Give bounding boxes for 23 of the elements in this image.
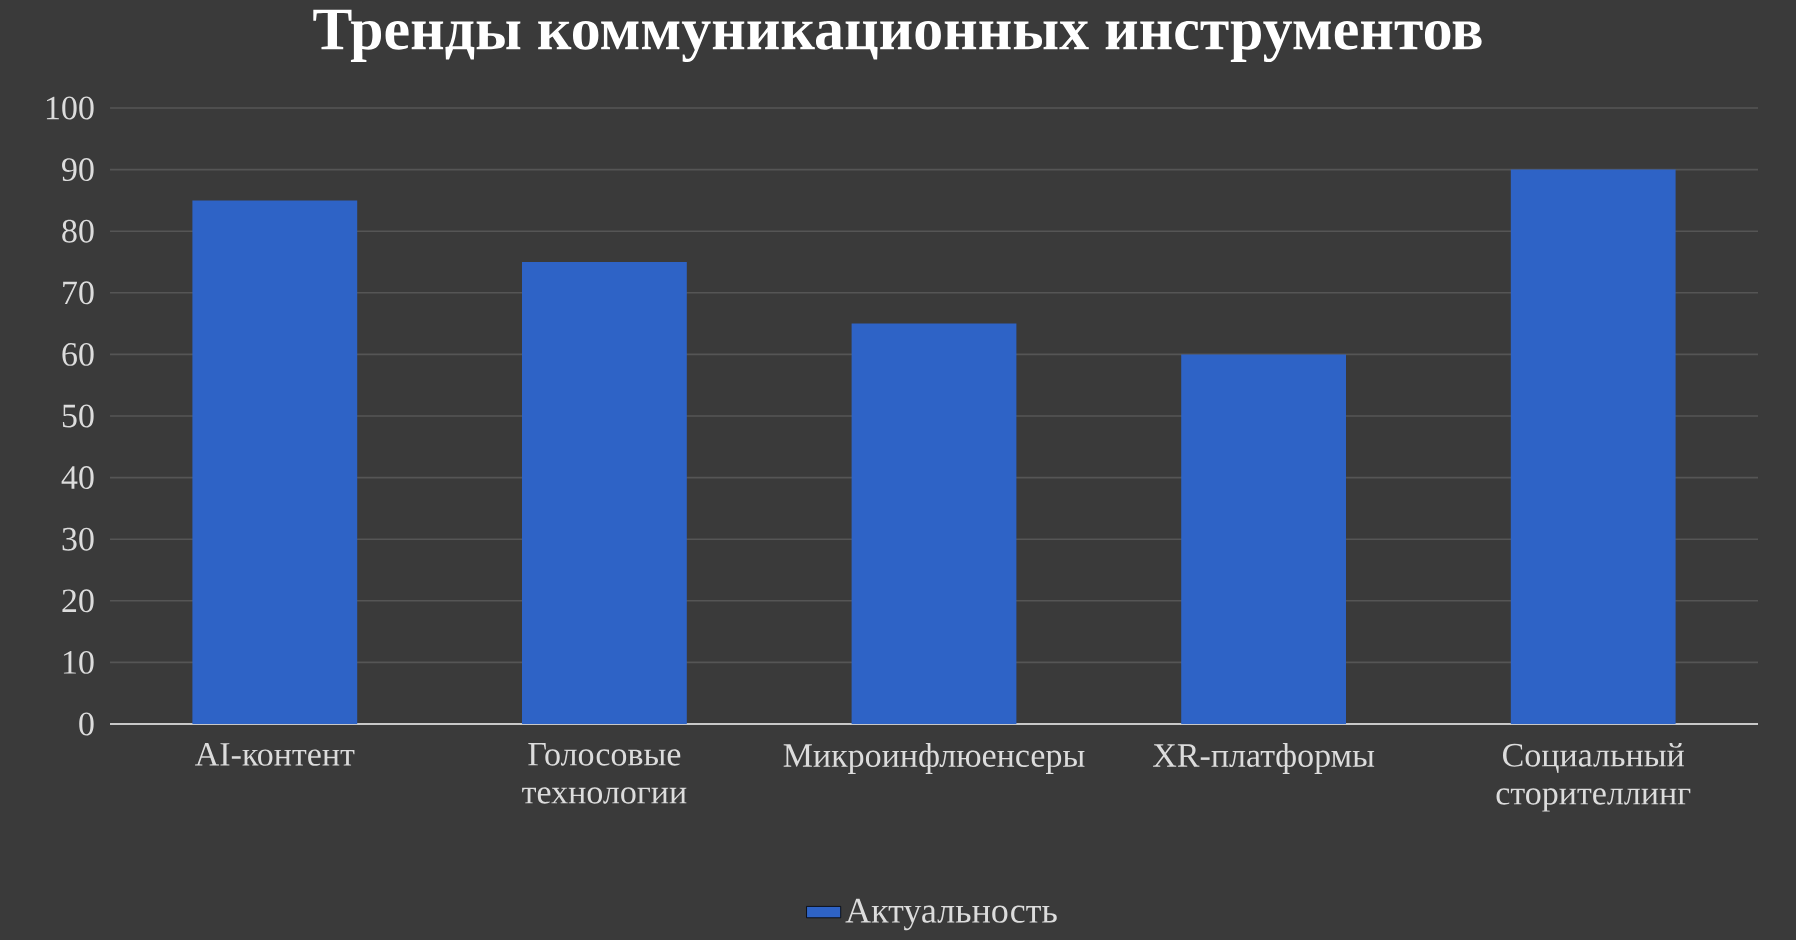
x-tick-label: XR-платформы [1153, 743, 1375, 774]
x-tick-label: AI-контент [195, 743, 355, 766]
legend-label: Актуальность [845, 898, 1057, 931]
y-tick-label: 10 [63, 650, 94, 674]
x-tick-label: Микроинфлюенсеры [783, 743, 1085, 774]
bar [192, 200, 358, 724]
y-tick-label: 50 [62, 404, 94, 428]
y-tick-label: 60 [62, 342, 94, 366]
y-tick-label: 100 [46, 96, 94, 120]
chart-title: Тренды коммуникационных инструментов [313, 9, 1482, 63]
bar [1510, 169, 1676, 724]
bar [1181, 354, 1346, 724]
bar [851, 323, 1017, 724]
y-tick-label: 40 [61, 466, 94, 490]
y-tick-label: 0 [79, 712, 94, 736]
x-tick-label: Голосовые технологии [522, 743, 687, 804]
y-tick-label: 80 [62, 219, 94, 243]
y-tick-label: 70 [63, 281, 94, 305]
bar [522, 261, 687, 724]
y-tick-label: 30 [62, 527, 94, 551]
y-tick-label: 90 [62, 158, 94, 182]
x-tick-label: Социальный сторителлинг [1496, 743, 1691, 812]
y-tick-label: 20 [62, 589, 94, 613]
